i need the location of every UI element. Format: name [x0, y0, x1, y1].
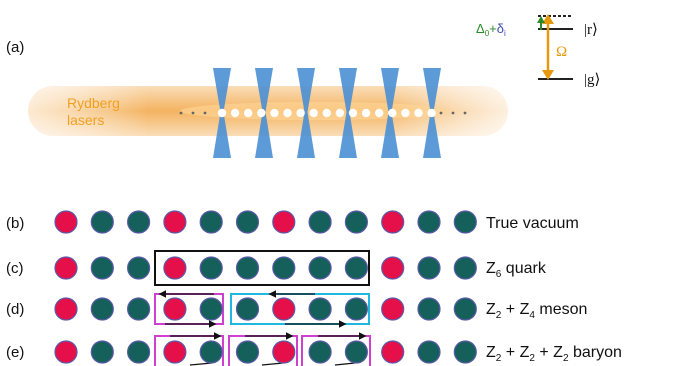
- excited-site-row-d: [381, 297, 405, 321]
- excited-site-row-e: [163, 340, 187, 364]
- trapped-atom: [217, 108, 227, 118]
- panel-label-e: (e): [6, 344, 24, 361]
- site-rows: [54, 210, 477, 364]
- ground-site-row-b: [308, 210, 332, 234]
- ellipsis-dot: [439, 111, 443, 115]
- trapped-atom: [401, 108, 410, 118]
- ground-site-row-b: [127, 210, 151, 234]
- trapped-atom: [296, 108, 305, 118]
- excited-site-row-b: [272, 210, 296, 234]
- ground-site-row-e: [127, 340, 151, 364]
- ground-site-row-c: [417, 256, 441, 280]
- detuning-label: Δ0+δi: [476, 21, 506, 38]
- trapped-atom: [335, 108, 345, 118]
- ground-site-row-e: [417, 340, 441, 364]
- ground-site-row-c: [344, 256, 368, 280]
- baryon-string-arrow-4: [189, 362, 213, 366]
- ground-site-row-e: [199, 340, 223, 364]
- trapped-atom: [322, 108, 331, 118]
- atom-chain: [179, 108, 467, 118]
- ground-site-row-c: [127, 256, 151, 280]
- ground-site-row-e: [90, 340, 114, 364]
- ground-site-row-e: [308, 340, 332, 364]
- ground-site-row-b: [453, 210, 477, 234]
- row-c-label: Z6 quark: [486, 260, 547, 280]
- ground-site-row-d: [199, 297, 223, 321]
- laser-label-line-1: Rydberg: [67, 95, 120, 111]
- tweezer-beam-3: [297, 68, 315, 158]
- ket-r-label: |r⟩: [584, 22, 598, 38]
- excited-site-row-e: [54, 340, 78, 364]
- excited-site-row-b: [163, 210, 187, 234]
- ground-site-row-e: [453, 340, 477, 364]
- ellipsis-dot: [451, 111, 455, 115]
- excited-site-row-d: [272, 297, 296, 321]
- trapped-atom: [230, 108, 240, 118]
- ground-site-row-c: [235, 256, 260, 280]
- row-d-label: Z2 + Z4 meson: [486, 301, 587, 321]
- excited-site-row-c: [381, 256, 405, 280]
- ground-site-row-d: [417, 297, 441, 321]
- trapped-atom: [427, 108, 436, 118]
- ellipsis-dot: [179, 111, 183, 115]
- ground-site-row-c: [308, 256, 332, 280]
- ellipsis-dot: [463, 111, 467, 115]
- ellipsis-dot: [191, 111, 195, 115]
- trapped-atom: [348, 108, 358, 118]
- row-b-label: True vacuum: [486, 215, 579, 232]
- ground-site-row-d: [308, 297, 332, 321]
- ground-site-row-b: [344, 210, 368, 234]
- excited-site-row-d: [54, 297, 78, 321]
- baryon-string-arrow-6: [334, 362, 356, 366]
- trapped-atom: [361, 108, 371, 118]
- excited-site-row-b: [54, 210, 78, 234]
- excited-site-row-b: [381, 210, 405, 234]
- trapped-atom: [270, 108, 279, 118]
- ground-site-row-d: [127, 297, 151, 321]
- trapped-atom: [375, 108, 384, 118]
- trapped-atom: [244, 108, 253, 118]
- laser-label: Rydberg lasers: [67, 95, 124, 128]
- trapped-atom: [257, 108, 266, 118]
- laser-label-line-2: lasers: [67, 112, 104, 128]
- trapped-atom: [414, 108, 423, 118]
- ellipsis-dot: [203, 111, 207, 115]
- ground-site-row-c: [90, 256, 114, 280]
- row-e-label: Z2 + Z2 + Z2 baryon: [486, 344, 622, 364]
- ground-site-row-b: [235, 210, 260, 234]
- ground-site-row-d: [90, 297, 114, 321]
- excited-site-row-e: [272, 340, 296, 364]
- ground-site-row-d: [453, 297, 477, 321]
- panel-label-c: (c): [6, 260, 24, 277]
- ground-site-row-e: [235, 340, 260, 364]
- baryon-string-arrow-5: [261, 362, 284, 366]
- ground-site-row-b: [90, 210, 114, 234]
- ground-site-row-b: [417, 210, 441, 234]
- panel-label-d: (d): [6, 301, 24, 318]
- excited-site-row-c: [163, 256, 187, 280]
- trapped-atom: [309, 108, 318, 118]
- trapped-atom: [388, 108, 397, 118]
- tweezer-beam-4: [339, 68, 357, 158]
- excited-site-row-e: [381, 340, 405, 364]
- trapped-atom: [283, 108, 292, 118]
- ground-site-row-e: [344, 340, 368, 364]
- rabi-label: Ω: [556, 44, 567, 60]
- ground-site-row-c: [453, 256, 477, 280]
- quark-box: [154, 250, 370, 286]
- ground-site-row-d: [344, 297, 368, 321]
- ground-site-row-b: [199, 210, 223, 234]
- ground-site-row-c: [272, 256, 296, 280]
- panel-label-a: (a): [6, 39, 24, 56]
- ground-site-row-d: [235, 297, 260, 321]
- panel-label-b: (b): [6, 215, 24, 232]
- excited-site-row-d: [163, 297, 187, 321]
- ket-g-label: |g⟩: [584, 72, 600, 88]
- ground-site-row-c: [199, 256, 223, 280]
- excited-site-row-c: [54, 256, 78, 280]
- level-diagram: Δ0+δi Ω |r⟩ |g⟩: [476, 14, 600, 88]
